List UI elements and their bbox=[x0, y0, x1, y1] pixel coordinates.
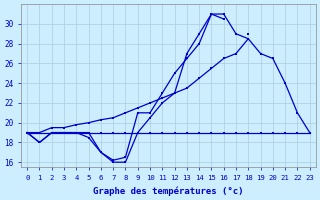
X-axis label: Graphe des températures (°c): Graphe des températures (°c) bbox=[93, 186, 244, 196]
